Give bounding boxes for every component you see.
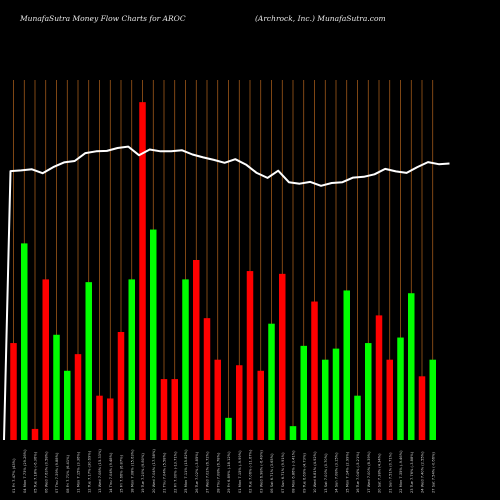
flow-bar-down bbox=[203, 318, 211, 440]
flow-bar-down bbox=[160, 379, 168, 440]
flow-bar-down bbox=[375, 315, 383, 440]
x-tick-label: 18 Mon 7.08% (15.63%) bbox=[130, 449, 134, 493]
x-tick-label: 09 Tue 6.69% (4.73%) bbox=[302, 453, 306, 493]
flow-bar-down bbox=[257, 370, 264, 440]
x-tick-label: 22 Mon 7.35% (-9.46%) bbox=[399, 450, 403, 493]
x-tick-label: 23 Tue 7.76% (-3.88%) bbox=[410, 451, 414, 493]
flow-bar-down bbox=[74, 354, 82, 440]
flow-bar-up bbox=[365, 343, 372, 440]
flow-bar-down bbox=[193, 260, 200, 440]
flow-bar-up bbox=[408, 293, 415, 440]
flow-bar-up bbox=[343, 290, 350, 440]
x-tick-label: 26 Tue 7.02% (-3.85%) bbox=[195, 451, 199, 493]
x-tick-label: 10 Wed 6.81% (4.92%) bbox=[313, 451, 317, 493]
flow-bar-down bbox=[139, 102, 146, 441]
flow-bar-up bbox=[21, 243, 28, 440]
chart-title-right: (Archrock, Inc.) MunafaSutra.com bbox=[255, 14, 386, 23]
x-tick-label: 14 Sun 7.08% (3.15%) bbox=[335, 452, 339, 493]
x-tick-label: 15 Fri 7.66% (6.87%) bbox=[120, 454, 124, 493]
flow-bar-down bbox=[107, 398, 114, 440]
x-tick-label: 21 Thu 7.04% (5.58%) bbox=[163, 452, 167, 493]
x-tick-label: 05 Tue 7.18% (-6.36%) bbox=[34, 451, 38, 493]
x-tick-label: 21 Sun 7.51% (0.71%) bbox=[388, 452, 392, 493]
x-tick-label: 20 Sat 7.38% (4.34%) bbox=[378, 453, 382, 493]
x-tick-label: 22 Fri 7.00% (-13.71%) bbox=[173, 451, 177, 493]
x-tick-label: 08 Mon 6.86% (-3.41%) bbox=[292, 450, 296, 493]
flow-bar-down bbox=[171, 379, 178, 440]
x-tick-label: 06 Wed 7.63% (0.58%) bbox=[44, 451, 48, 493]
price-line bbox=[3, 145, 450, 441]
x-tick-label: 12 Tue 7.17% (30.69%) bbox=[87, 450, 91, 493]
flow-bar-down bbox=[117, 332, 125, 440]
flow-bar-up bbox=[332, 348, 340, 440]
x-tick-label: 14 Thu 7.04% (9.48%) bbox=[109, 452, 113, 493]
x-tick-label: 02 Tue 7.06% (-11.67%) bbox=[249, 449, 253, 493]
x-tick-label: 13 Sat 7.00% (0.70%) bbox=[324, 453, 328, 493]
x-tick-label: 24 Wed 7.40% (2.55%) bbox=[421, 451, 425, 493]
flow-bar-down bbox=[42, 279, 49, 440]
x-tick-label: 06 Sat 6.71% (3.65%) bbox=[270, 453, 274, 493]
flow-bar-up bbox=[289, 426, 297, 440]
flow-bar-up bbox=[85, 282, 92, 440]
flow-bar-up bbox=[397, 337, 404, 440]
x-tick-label: 25 Mon 7.11% (15.82%) bbox=[184, 449, 188, 493]
chart-title-left: MunafaSutra Money Flow Charts for AROC bbox=[20, 14, 186, 23]
flow-bar-down bbox=[418, 376, 426, 440]
x-tick-label: 04 Mon 7.73% (29.26%) bbox=[23, 449, 27, 493]
x-tick-label: 20 Wed 7.04% (17.58%) bbox=[152, 449, 156, 493]
flow-bar-down bbox=[386, 359, 393, 440]
flow-bar-down bbox=[10, 343, 17, 440]
flow-bar-up bbox=[128, 279, 135, 440]
x-tick-label: 07 Sun 6.71% (9.91%) bbox=[281, 452, 285, 493]
x-tick-label: 29 Fri 6.89% (-18.12%) bbox=[227, 451, 231, 493]
x-tick-label: 11 Mon 7.15% (3.36%) bbox=[77, 451, 81, 493]
flow-bar-up bbox=[53, 334, 60, 440]
flow-bar-up bbox=[268, 323, 275, 440]
flow-bar-up bbox=[182, 279, 189, 440]
flow-bar-up bbox=[354, 395, 361, 440]
flow-bar-down bbox=[311, 301, 318, 440]
x-tick-label: 03 Wed 6.98% (-6.49%) bbox=[259, 450, 263, 493]
flow-bar-up bbox=[150, 229, 157, 440]
x-tick-label: 17 Wed 7.00% (8.39%) bbox=[367, 451, 371, 493]
x-tick-label: 13 Wed 7.08% (15.33%) bbox=[98, 449, 102, 493]
x-tick-label: 01 Mon 7.15% (-9.99%) bbox=[238, 450, 242, 493]
x-tick-label: 08 Fri 7.71% (6.41%) bbox=[66, 454, 70, 493]
flow-bar-down bbox=[31, 428, 39, 440]
flow-bar-down bbox=[246, 271, 254, 440]
x-tick-label: 15 Mon 7.14% (2.99%) bbox=[345, 451, 349, 493]
flow-bar-up bbox=[322, 359, 329, 440]
x-tick-label: 27 Wed 7.02% (6.72%) bbox=[206, 451, 210, 493]
x-tick-label: 07 Thu 7.39% (9.88%) bbox=[55, 452, 59, 493]
flow-bar-up bbox=[225, 417, 232, 440]
flow-bar-down bbox=[96, 395, 103, 440]
flow-bar-up bbox=[429, 359, 436, 440]
x-tick-label: 16 Tue 7.04% (-5.21%) bbox=[356, 451, 360, 493]
flow-bar-down bbox=[214, 359, 221, 440]
x-tick-label: 28 Thu 7.08% (6.78%) bbox=[216, 452, 220, 493]
flow-bar-up bbox=[300, 345, 307, 440]
flow-bar-up bbox=[64, 370, 71, 440]
x-tick-label: 01 Fri 7.47% (43%) bbox=[12, 458, 16, 493]
flow-bar-down bbox=[279, 273, 286, 440]
x-tick-label: 19 Tue 7.20% (9.80%) bbox=[141, 453, 145, 493]
x-tick-label: 27 Sat 7.54% (-0.66%) bbox=[431, 452, 435, 493]
flow-bar-down bbox=[236, 365, 243, 440]
